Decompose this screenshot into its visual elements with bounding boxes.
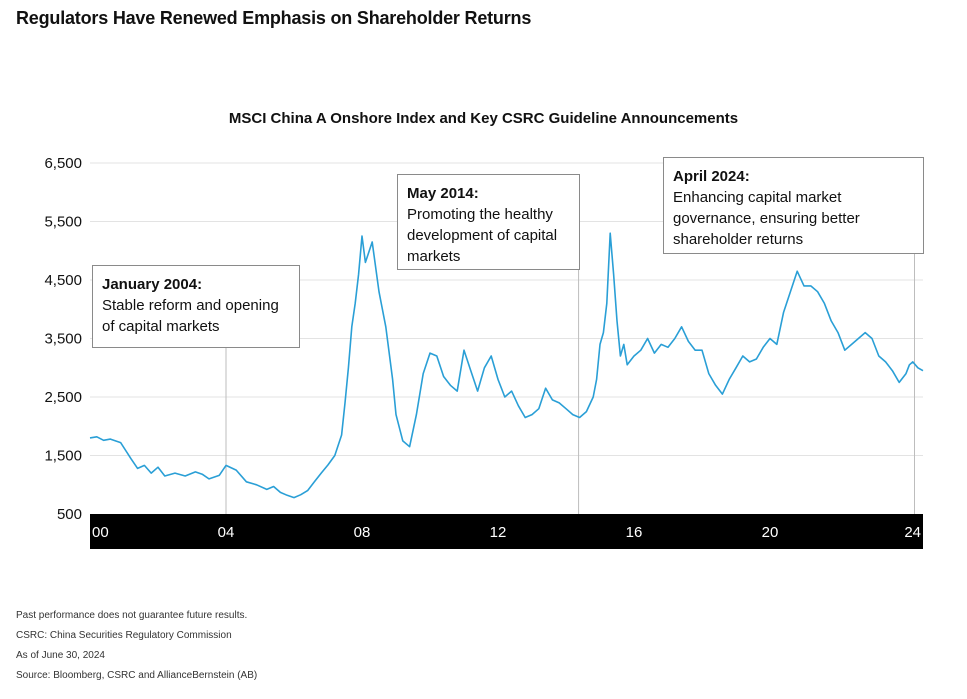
annotation-text: Enhancing capital market governance, ens… <box>673 189 860 248</box>
annotation-text: Promoting the healthy development of cap… <box>407 206 558 265</box>
footnote: As of June 30, 2024 <box>16 650 105 661</box>
x-tick-label: 12 <box>490 524 507 541</box>
footnote: Past performance does not guarantee futu… <box>16 610 248 621</box>
y-tick-label: 3,500 <box>44 331 82 348</box>
series-group <box>89 232 924 499</box>
y-axis-ticks: 6,500 5,500 4,500 3,500 2,500 1,500 500 <box>44 155 82 523</box>
annotation-date: May 2014: <box>407 185 479 202</box>
x-tick-label: 04 <box>218 524 235 541</box>
chart-title: MSCI China A Onshore Index and Key CSRC … <box>228 110 739 127</box>
y-tick-label: 4,500 <box>44 272 82 289</box>
annotation-text: Stable reform and opening of capital mar… <box>102 297 279 335</box>
x-tick-label: 08 <box>354 524 371 541</box>
index-series-line <box>89 232 924 499</box>
x-axis-bar <box>90 514 923 549</box>
y-tick-label: 5,500 <box>44 214 82 231</box>
annotation-may-2014: May 2014: Promoting the healthy developm… <box>397 174 580 270</box>
annotation-date: April 2024: <box>673 168 750 185</box>
footnote: CSRC: China Securities Regulatory Commis… <box>16 630 232 641</box>
annotation-apr-2024: April 2024: Enhancing capital market gov… <box>663 157 924 254</box>
y-tick-label: 500 <box>57 506 82 523</box>
x-tick-label: 20 <box>762 524 779 541</box>
footnotes: Past performance does not guarantee futu… <box>16 606 257 686</box>
y-tick-label: 2,500 <box>44 389 82 406</box>
x-tick-label: 16 <box>626 524 643 541</box>
annotation-date: January 2004: <box>102 276 203 293</box>
footnote: Source: Bloomberg, CSRC and AllianceBern… <box>16 670 258 681</box>
annotation-jan-2004: January 2004: Stable reform and opening … <box>92 265 300 348</box>
x-axis-ticks: 00 04 08 12 16 20 24 <box>92 524 921 541</box>
annotation-leader-lines <box>225 254 915 514</box>
y-tick-label: 6,500 <box>44 155 82 172</box>
x-tick-label: 24 <box>904 524 921 541</box>
y-tick-label: 1,500 <box>44 448 82 465</box>
x-tick-label: 00 <box>92 524 109 541</box>
page-title: Regulators Have Renewed Emphasis on Shar… <box>16 8 532 28</box>
